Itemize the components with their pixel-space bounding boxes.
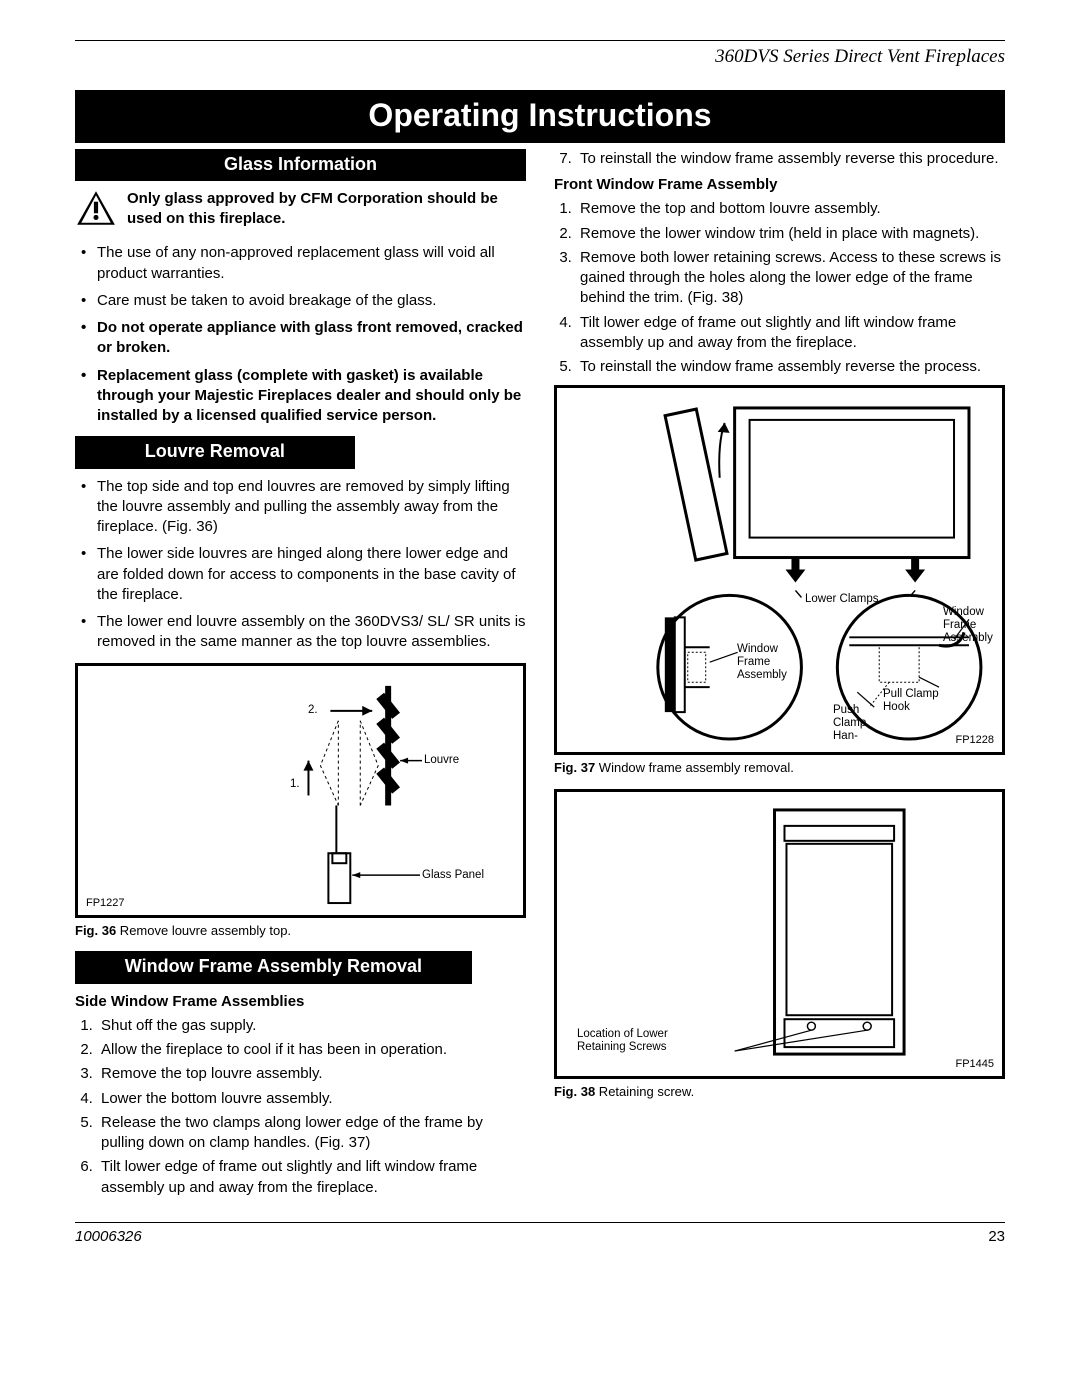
right-column: To reinstall the window frame assembly r… [554, 149, 1005, 1204]
step-7: To reinstall the window frame assembly r… [576, 149, 1005, 169]
content-columns: Glass Information Only glass approved by… [75, 149, 1005, 1204]
louvre-bullets: The top side and top end louvres are rem… [75, 477, 526, 653]
fig36-num2: 2. [308, 704, 318, 717]
glass-bullet: The use of any non-approved replacement … [75, 243, 526, 284]
louvre-bullet: The lower end louvre assembly on the 360… [75, 612, 526, 653]
figure-38: Location of Lower Retaining Screws FP144… [554, 789, 1005, 1079]
fig36-louvre: Louvre [424, 754, 459, 767]
fig36-num1: 1. [290, 778, 300, 791]
top-rule [75, 40, 1005, 41]
fig37-caption: Fig. 37 Window frame assembly removal. [554, 759, 1005, 777]
footer-page: 23 [988, 1227, 1005, 1247]
page-title: Operating Instructions [75, 90, 1005, 143]
side-step: Lower the bottom louvre assembly. [97, 1089, 526, 1109]
section-glass-info: Glass Information [75, 149, 526, 181]
section-window-frame: Window Frame Assembly Removal [75, 951, 472, 983]
cont-steps: To reinstall the window frame assembly r… [554, 149, 1005, 169]
glass-bullet: Do not operate appliance with glass fron… [75, 318, 526, 359]
left-column: Glass Information Only glass approved by… [75, 149, 526, 1204]
front-step: Tilt lower edge of frame out slightly an… [576, 313, 1005, 354]
header-product: 360DVS Series Direct Vent Fireplaces [75, 44, 1005, 70]
footer-doc-no: 10006326 [75, 1227, 142, 1247]
fig37-push: Push Clamp Han- [833, 704, 866, 742]
side-step: Release the two clamps along lower edge … [97, 1113, 526, 1154]
side-step: Tilt lower edge of frame out slightly an… [97, 1157, 526, 1198]
fig38-id: FP1445 [955, 1057, 994, 1072]
front-step: Remove the lower window trim (held in pl… [576, 224, 1005, 244]
figure-36: 2. 1. Louvre Glass Panel FP1227 [75, 663, 526, 918]
glass-bullet: Replacement glass (complete with gasket)… [75, 366, 526, 427]
fig38-caption: Fig. 38 Retaining screw. [554, 1083, 1005, 1101]
side-step: Remove the top louvre assembly. [97, 1064, 526, 1084]
figure-37: Lower Clamps Window Frame Assembly Windo… [554, 385, 1005, 755]
fig37-id: FP1228 [955, 733, 994, 748]
fig37-wfa-left: Window Frame Assembly [737, 643, 787, 681]
front-step: To reinstall the window frame assembly r… [576, 357, 1005, 377]
side-step: Allow the fireplace to cool if it has be… [97, 1040, 526, 1060]
side-step: Shut off the gas supply. [97, 1016, 526, 1036]
front-step: Remove both lower retaining screws. Acce… [576, 248, 1005, 309]
louvre-bullet: The top side and top end louvres are rem… [75, 477, 526, 538]
warning-text: Only glass approved by CFM Corporation s… [127, 189, 526, 228]
footer: 10006326 23 [75, 1222, 1005, 1247]
warning-block: Only glass approved by CFM Corporation s… [75, 189, 526, 233]
fig37-pull: Pull Clamp Hook [883, 688, 939, 713]
front-step: Remove the top and bottom louvre assembl… [576, 199, 1005, 219]
fig36-caption: Fig. 36 Remove louvre assembly top. [75, 922, 526, 940]
fig37-wfa-right: Window Frame Assembly [943, 606, 993, 644]
louvre-bullet: The lower side louvres are hinged along … [75, 544, 526, 605]
section-louvre: Louvre Removal [75, 436, 355, 468]
front-steps: Remove the top and bottom louvre assembl… [554, 199, 1005, 377]
side-steps: Shut off the gas supply. Allow the firepl… [75, 1016, 526, 1198]
fig36-glass: Glass Panel [422, 869, 484, 882]
fig38-loc: Location of Lower Retaining Screws [577, 1028, 668, 1053]
glass-bullet: Care must be taken to avoid breakage of … [75, 291, 526, 311]
fig37-lower-clamps: Lower Clamps [805, 593, 879, 606]
side-window-head: Side Window Frame Assemblies [75, 992, 526, 1012]
fig36-id: FP1227 [86, 896, 125, 911]
glass-bullets: The use of any non-approved replacement … [75, 243, 526, 426]
warning-icon [75, 189, 117, 233]
front-window-head: Front Window Frame Assembly [554, 175, 1005, 195]
